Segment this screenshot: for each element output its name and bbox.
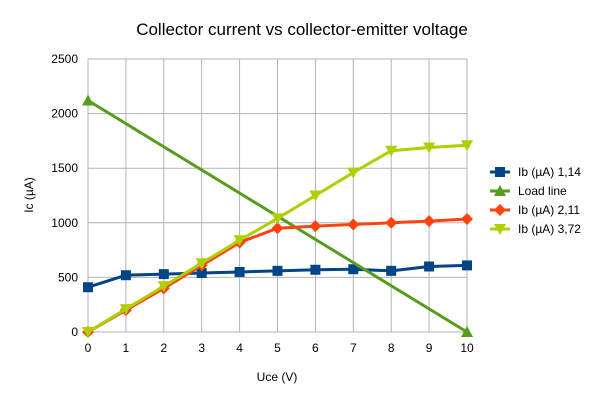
- legend-item: Ib (µA) 1,14: [490, 165, 581, 179]
- data-point: [461, 140, 473, 152]
- x-tick-label: 5: [274, 341, 281, 355]
- data-point: [462, 260, 472, 271]
- y-tick-label: 1000: [51, 216, 78, 230]
- data-point: [348, 264, 359, 275]
- x-tick-label: 10: [460, 341, 474, 355]
- legend-item: Ib (µA) 3,72: [490, 222, 581, 236]
- x-tick-label: 1: [123, 341, 130, 355]
- data-point: [233, 235, 246, 247]
- series-2: [82, 212, 473, 338]
- y-tick-label: 2500: [51, 52, 78, 66]
- legend-label: Ib (µA) 1,14: [518, 165, 581, 179]
- data-point: [196, 268, 207, 279]
- data-point: [347, 167, 360, 179]
- x-tick-label: 9: [426, 341, 433, 355]
- chart-title: Collector current vs collector-emitter v…: [136, 20, 468, 39]
- data-point: [309, 190, 322, 202]
- legend-label: Load line: [518, 184, 567, 198]
- grid: [87, 58, 468, 333]
- x-tick-label: 8: [388, 341, 395, 355]
- data-point: [385, 145, 398, 157]
- data-point: [385, 216, 398, 229]
- data-point: [424, 261, 435, 272]
- data-point: [157, 281, 170, 293]
- x-axis-title: Uce (V): [257, 370, 298, 384]
- x-tick-label: 3: [198, 341, 205, 355]
- legend-marker: [494, 224, 506, 235]
- data-point: [423, 142, 436, 154]
- data-point: [423, 215, 436, 228]
- x-tick-label: 2: [160, 341, 167, 355]
- tick-labels: 0 1 2 3 4 5 6 7 8 9 10 0 500 1000 1500 2000 2500: [51, 52, 474, 355]
- legend: Ib (µA) 1,14 Load line Ib (µA) 2,11 Ib (µA)…: [490, 165, 581, 236]
- data-point: [271, 222, 284, 235]
- x-tick-label: 7: [350, 341, 357, 355]
- data-point: [309, 220, 322, 233]
- series-layer: [82, 94, 473, 338]
- data-point: [82, 94, 94, 106]
- data-point: [158, 269, 169, 280]
- data-point: [386, 265, 397, 276]
- x-tick-label: 4: [236, 341, 243, 355]
- data-point: [120, 270, 131, 281]
- y-axis-title: Ic (µA): [22, 177, 36, 213]
- data-point: [461, 326, 473, 337]
- y-tick-label: 1500: [51, 161, 78, 175]
- data-point: [82, 327, 94, 338]
- data-point: [461, 212, 473, 225]
- data-point: [119, 304, 132, 316]
- legend-marker: [494, 185, 506, 196]
- data-point: [310, 264, 321, 275]
- legend-marker: [494, 204, 506, 216]
- legend-label: Ib (µA) 3,72: [518, 222, 581, 236]
- y-tick-label: 2000: [51, 107, 78, 121]
- data-point: [272, 265, 283, 276]
- y-tick-label: 500: [58, 270, 78, 284]
- x-tick-label: 0: [85, 341, 92, 355]
- data-point: [195, 258, 208, 270]
- data-point: [83, 282, 93, 293]
- legend-label: Ib (µA) 2,11: [518, 203, 580, 217]
- legend-marker: [495, 167, 505, 177]
- data-point: [271, 213, 284, 225]
- series-3: [82, 140, 473, 338]
- y-tick-label: 0: [71, 325, 78, 339]
- legend-item: Load line: [490, 184, 567, 198]
- legend-item: Ib (µA) 2,11: [490, 203, 580, 217]
- data-point: [234, 266, 245, 277]
- data-point: [347, 218, 360, 231]
- series-0: [83, 260, 472, 293]
- x-tick-label: 6: [312, 341, 319, 355]
